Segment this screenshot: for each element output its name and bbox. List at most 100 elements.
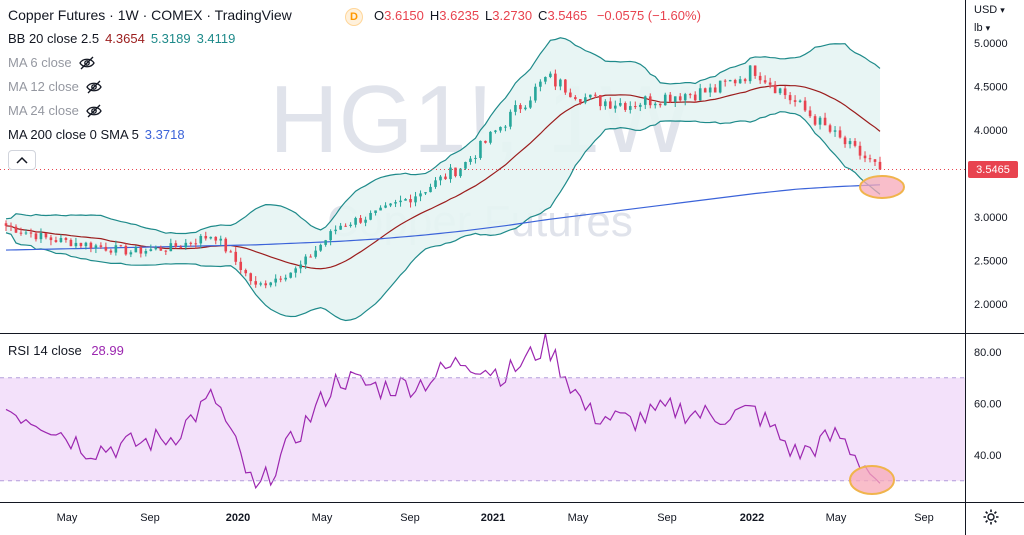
candle	[24, 229, 28, 235]
candle	[414, 191, 417, 207]
candle	[379, 205, 382, 211]
candle	[653, 101, 657, 109]
candle	[44, 232, 48, 240]
candle	[139, 246, 143, 258]
bb-legend[interactable]: BB 20 close 2.5 4.3654 5.3189 3.4119	[8, 31, 235, 46]
candle	[623, 101, 627, 112]
candle	[409, 194, 412, 208]
candle	[713, 84, 717, 93]
candle	[833, 126, 837, 137]
rsi-label: RSI 14 close	[8, 343, 82, 358]
candle	[638, 102, 642, 112]
unit-selector[interactable]: lb ▾	[974, 22, 990, 34]
candle	[728, 79, 732, 82]
candle	[698, 83, 702, 101]
candle	[828, 123, 832, 134]
candle	[479, 140, 482, 160]
symbol-title[interactable]: Copper Futures · 1W · COMEX · TradingVie…	[8, 7, 292, 23]
candle	[723, 79, 727, 87]
rsi-legend[interactable]: RSI 14 close 28.99	[8, 343, 124, 358]
price-tick-label: 2.0000	[974, 299, 1008, 311]
candle	[693, 91, 697, 103]
legend-header[interactable]: Copper Futures · 1W · COMEX · TradingVie…	[8, 7, 292, 23]
candle	[863, 151, 867, 163]
candle	[404, 198, 407, 201]
candle	[129, 250, 133, 258]
candle	[663, 92, 667, 106]
candle	[668, 91, 672, 104]
ma12-legend[interactable]: MA 12 close	[8, 79, 103, 94]
eye-off-icon[interactable]	[78, 56, 96, 70]
candle	[579, 99, 582, 105]
candle	[364, 216, 367, 227]
ma6-legend[interactable]: MA 6 close	[8, 55, 96, 70]
rsi-highlight-ellipse	[849, 465, 895, 495]
ohlc-h: H3.6235	[429, 8, 480, 23]
time-tick-label: Sep	[140, 512, 160, 524]
candle	[733, 78, 737, 87]
candle	[39, 228, 43, 243]
candle	[59, 234, 63, 243]
candle	[499, 126, 502, 133]
currency-selector[interactable]: USD ▾	[974, 4, 1005, 16]
candle	[229, 249, 233, 253]
price-tick-label: 3.0000	[974, 212, 1008, 224]
bb-lower-line	[5, 111, 881, 322]
time-tick-label: Sep	[400, 512, 420, 524]
candle	[489, 131, 492, 145]
candle	[179, 245, 183, 249]
candle	[843, 135, 847, 148]
candle	[678, 93, 682, 102]
candle	[299, 260, 302, 274]
change-value: −0.0575 (−1.60%)	[596, 8, 701, 23]
candle	[474, 155, 477, 164]
candle	[773, 81, 777, 94]
collapse-legend-button[interactable]	[8, 150, 36, 170]
candle	[783, 85, 787, 100]
candle	[778, 87, 782, 95]
candle	[264, 280, 268, 289]
candle	[554, 69, 557, 91]
candle	[154, 245, 158, 251]
candle	[509, 109, 512, 130]
time-tick-label: Sep	[657, 512, 677, 524]
candle	[389, 203, 392, 208]
gear-icon[interactable]	[982, 508, 1000, 526]
ohlc-l: L3.2730	[485, 8, 533, 23]
candle	[858, 141, 862, 160]
price-tick-label: 4.0000	[974, 125, 1008, 137]
time-tick-label: May	[57, 512, 78, 524]
ohlc-c: C3.5465	[538, 8, 588, 23]
candle	[748, 65, 752, 84]
candle	[124, 243, 128, 256]
ma200-legend[interactable]: MA 200 close 0 SMA 5 3.3718	[8, 127, 185, 142]
chevron-down-icon: ▾	[985, 23, 991, 33]
candle	[239, 257, 243, 274]
eye-off-icon[interactable]	[85, 104, 103, 118]
candle	[94, 243, 98, 254]
candle	[873, 159, 877, 167]
eye-off-icon[interactable]	[85, 80, 103, 94]
candle	[464, 161, 467, 170]
candle	[574, 95, 577, 101]
candle	[339, 222, 342, 230]
chevron-up-icon	[16, 156, 28, 164]
candle	[199, 233, 203, 249]
candle	[718, 80, 722, 94]
last-price-tag: 3.5465	[968, 161, 1018, 178]
candle	[189, 241, 193, 247]
candle	[254, 276, 258, 288]
candle	[454, 167, 457, 178]
candle	[609, 97, 612, 109]
candle	[584, 93, 587, 105]
candle	[74, 237, 78, 249]
ohlc-values: O3.6150 H3.6235 L3.2730 C3.5465 −0.0575 (−1…	[374, 8, 701, 23]
candle	[544, 76, 547, 85]
candle	[853, 138, 857, 148]
candle	[449, 164, 452, 183]
candle	[703, 87, 707, 93]
candle	[374, 210, 377, 216]
ma24-legend[interactable]: MA 24 close	[8, 103, 103, 118]
rsi-band	[0, 377, 965, 481]
